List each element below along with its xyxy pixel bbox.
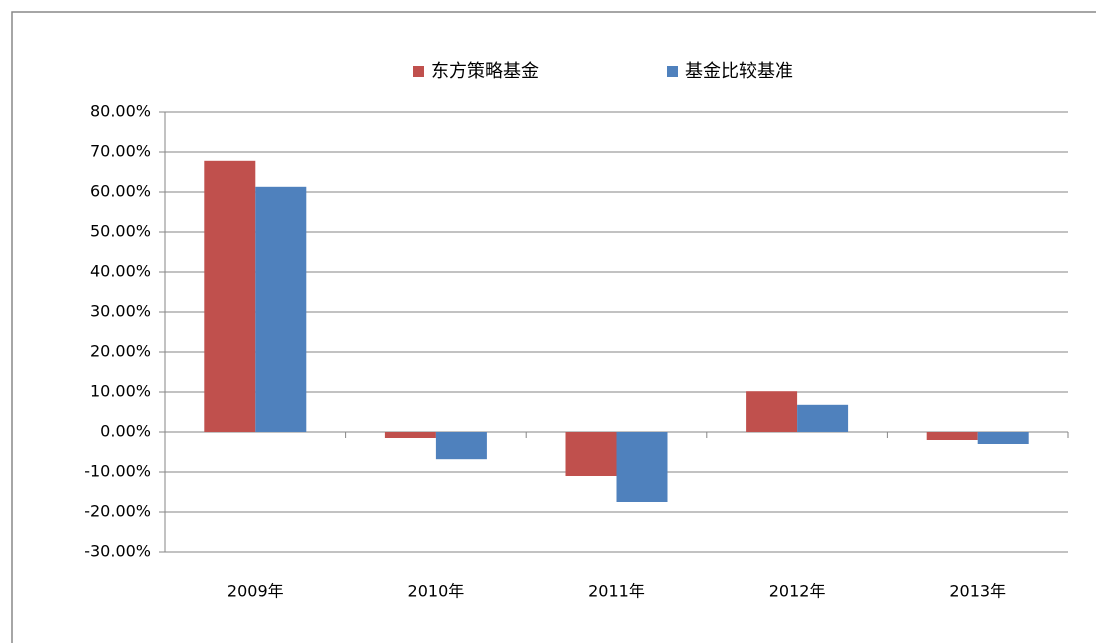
y-tick-label: 0.00% xyxy=(100,422,151,441)
y-tick-label: 60.00% xyxy=(90,182,151,201)
y-tick-label: 20.00% xyxy=(90,342,151,361)
bar xyxy=(384,432,436,438)
y-tick-label: 10.00% xyxy=(90,382,151,401)
bar xyxy=(255,186,307,432)
bar xyxy=(926,432,978,440)
bar xyxy=(204,160,256,433)
x-tick-label: 2011年 xyxy=(588,582,645,601)
y-tick-label: -30.00% xyxy=(84,542,151,561)
y-tick-label: 70.00% xyxy=(90,142,151,161)
x-tick-label: 2010年 xyxy=(408,582,465,601)
y-tick-label: 30.00% xyxy=(90,302,151,321)
bar xyxy=(977,432,1029,444)
legend-swatch xyxy=(413,66,424,77)
bar xyxy=(797,404,849,432)
x-tick-label: 2012年 xyxy=(769,582,826,601)
y-tick-label: 40.00% xyxy=(90,262,151,281)
y-tick-label: -10.00% xyxy=(84,462,151,481)
chart-frame xyxy=(11,11,1096,643)
bar xyxy=(435,432,487,460)
bar xyxy=(565,432,617,476)
y-tick-label: 80.00% xyxy=(90,102,151,121)
x-tick-label: 2013年 xyxy=(949,582,1006,601)
legend: 东方策略基金 基金比较基准 xyxy=(413,61,793,82)
y-tick-label: -20.00% xyxy=(84,502,151,521)
bar xyxy=(616,432,668,502)
legend-label: 基金比较基准 xyxy=(685,61,793,82)
bar xyxy=(746,391,798,432)
legend-swatch xyxy=(667,66,678,77)
y-tick-label: 50.00% xyxy=(90,222,151,241)
x-tick-label: 2009年 xyxy=(227,582,284,601)
legend-label: 东方策略基金 xyxy=(431,61,539,82)
